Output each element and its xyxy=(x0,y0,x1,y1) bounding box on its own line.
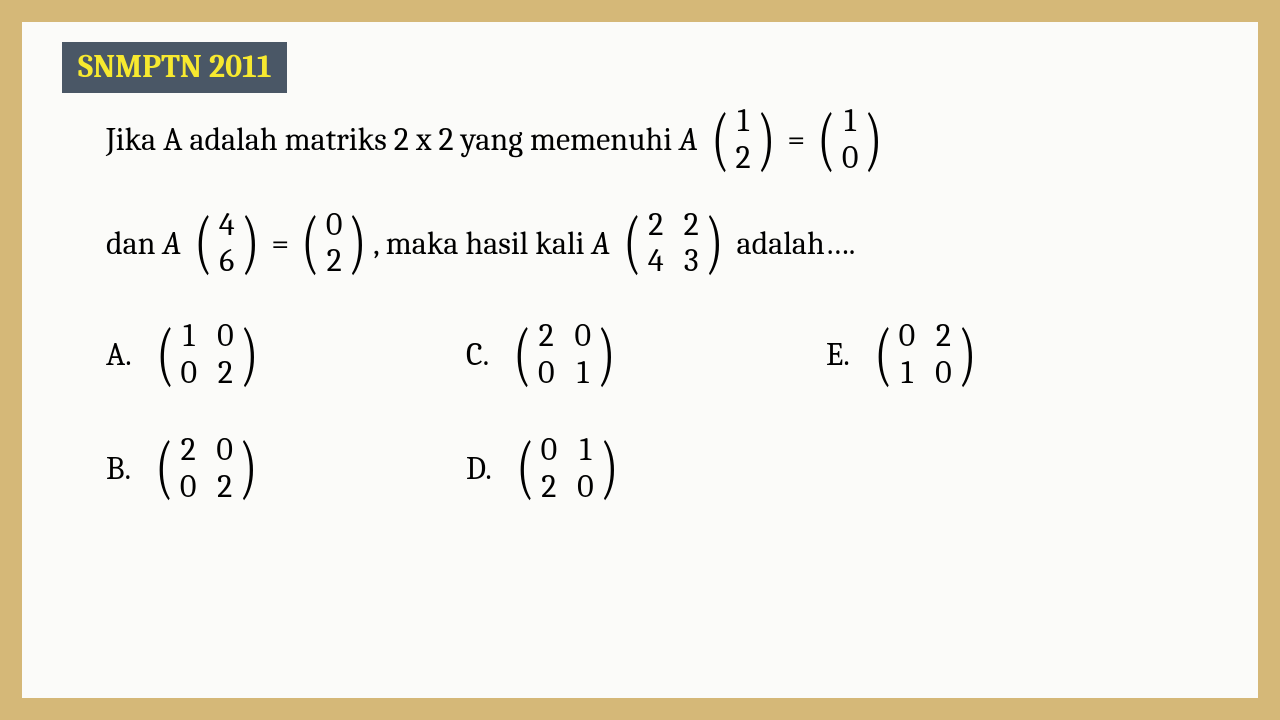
equals-2: = xyxy=(271,223,289,265)
cell: 1 xyxy=(577,432,594,469)
cell: 1 xyxy=(842,103,859,140)
option-E: E. ( 0 2 1 0 ) xyxy=(826,318,1186,392)
paren-right: ) xyxy=(240,330,257,380)
text-dan: dan xyxy=(106,223,163,265)
option-B: B. ( 2 0 0 2 ) xyxy=(106,432,466,506)
var-A-1: A xyxy=(679,119,698,161)
cell: 0 xyxy=(842,140,859,177)
cell: 2 xyxy=(935,318,952,355)
option-letter: C. xyxy=(466,336,489,373)
cell: 1 xyxy=(899,355,916,392)
paren-right: ) xyxy=(600,443,617,493)
option-letter: E. xyxy=(826,336,850,373)
paren-right: ) xyxy=(757,115,774,165)
cell: 0 xyxy=(899,318,916,355)
paren-right: ) xyxy=(958,330,975,380)
cell: 0 xyxy=(538,355,555,392)
cell: 2 xyxy=(180,432,197,469)
cell: 2 xyxy=(538,318,555,355)
question-line-2: dan A ( 4 6 ) = ( 0 2 ) , maka hasil xyxy=(106,207,1194,281)
text-suffix: adalah…. xyxy=(730,223,856,265)
cell: 0 xyxy=(935,355,952,392)
cell: 4 xyxy=(648,243,664,280)
option-matrix: ( 0 1 2 0 ) xyxy=(512,432,623,506)
page: SNMPTN 2011 Jika A adalah matriks 2 x 2 … xyxy=(22,22,1258,698)
cell: 2 xyxy=(216,469,233,506)
var-A-2: A xyxy=(163,223,182,265)
paren-left: ( xyxy=(818,115,835,165)
paren-left: ( xyxy=(302,218,319,268)
cell: 2 xyxy=(735,140,750,177)
cell: 0 xyxy=(216,432,233,469)
cell: 0 xyxy=(575,318,592,355)
option-A: A. ( 1 0 0 2 ) xyxy=(106,318,466,392)
cell: 2 xyxy=(326,243,343,280)
cell: 4 xyxy=(219,207,235,244)
exam-badge: SNMPTN 2011 xyxy=(62,42,287,93)
cell: 1 xyxy=(181,318,198,355)
cell: 0 xyxy=(577,469,594,506)
paren-right: ) xyxy=(705,218,722,268)
matrix-vec4: ( 0 2 ) xyxy=(297,207,371,281)
question-body: Jika A adalah matriks 2 x 2 yang memenuh… xyxy=(106,103,1194,280)
matrix-mat5: ( 2 2 4 3 ) xyxy=(619,207,727,281)
cell: 0 xyxy=(541,432,558,469)
cell: 2 xyxy=(684,207,699,244)
text-prefix-1: Jika A adalah matriks 2 x 2 yang memenuh… xyxy=(106,119,679,161)
option-letter: B. xyxy=(106,450,131,487)
cell: 0 xyxy=(326,207,343,244)
options-grid: A. ( 1 0 0 2 ) C. ( 2 0 0 1 xyxy=(106,318,1234,505)
cell: 1 xyxy=(575,355,592,392)
paren-right: ) xyxy=(240,443,257,493)
cell: 2 xyxy=(217,355,234,392)
cell: 0 xyxy=(217,318,234,355)
option-D: D. ( 0 1 2 0 ) xyxy=(466,432,826,506)
paren-right: ) xyxy=(241,218,258,268)
matrix-vec2: ( 1 0 ) xyxy=(813,103,887,177)
cell: 2 xyxy=(648,207,664,244)
option-matrix: ( 2 0 0 2 ) xyxy=(151,432,262,506)
paren-left: ( xyxy=(624,218,641,268)
option-C: C. ( 2 0 0 1 ) xyxy=(466,318,826,392)
option-letter: A. xyxy=(106,336,132,373)
matrix-vec3: ( 4 6 ) xyxy=(190,207,263,281)
paren-left: ( xyxy=(875,330,892,380)
cell: 6 xyxy=(219,243,235,280)
paren-left: ( xyxy=(711,115,728,165)
paren-left: ( xyxy=(517,443,534,493)
cell: 1 xyxy=(735,103,750,140)
option-matrix: ( 0 2 1 0 ) xyxy=(870,318,981,392)
option-matrix: ( 1 0 0 2 ) xyxy=(152,318,263,392)
paren-left: ( xyxy=(156,443,173,493)
paren-right: ) xyxy=(349,218,366,268)
paren-left: ( xyxy=(156,330,173,380)
paren-right: ) xyxy=(598,330,615,380)
matrix-vec1: ( 1 2 ) xyxy=(707,103,780,177)
question-line-1: Jika A adalah matriks 2 x 2 yang memenuh… xyxy=(106,103,1194,177)
cell: 3 xyxy=(684,243,699,280)
var-A-3: A xyxy=(592,223,611,265)
option-matrix: ( 2 0 0 1 ) xyxy=(509,318,620,392)
cell: 2 xyxy=(541,469,558,506)
paren-right: ) xyxy=(865,115,882,165)
equals-1: = xyxy=(787,119,805,161)
paren-left: ( xyxy=(195,218,212,268)
cell: 0 xyxy=(181,355,198,392)
paren-left: ( xyxy=(514,330,531,380)
text-mid: , maka hasil kali xyxy=(373,223,591,265)
option-letter: D. xyxy=(466,450,492,487)
cell: 0 xyxy=(180,469,197,506)
